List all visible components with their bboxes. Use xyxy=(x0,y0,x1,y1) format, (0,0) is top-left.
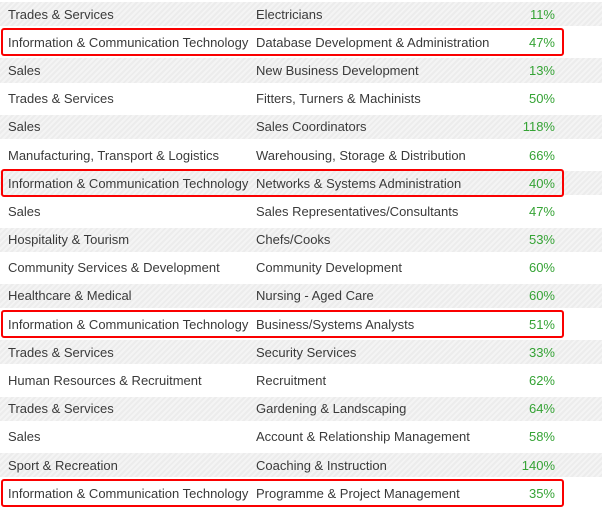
table-row: Sales Sales Representatives/Consultants … xyxy=(0,197,602,226)
table-row: Sales Account & Relationship Management … xyxy=(0,422,602,451)
value-cell: 33% xyxy=(528,344,555,360)
table-row: Sport & Recreation Coaching & Instructio… xyxy=(0,451,602,480)
value-cell: 47% xyxy=(528,34,555,50)
role-cell: Sales Representatives/Consultants xyxy=(256,203,459,219)
value-cell: 35% xyxy=(528,485,555,501)
value-cell: 64% xyxy=(528,401,555,417)
table-row: Trades & Services Electricians 11% xyxy=(0,0,602,29)
table-row: Sales Sales Coordinators 118% xyxy=(0,112,602,141)
table-row: Human Resources & Recruitment Recruitmen… xyxy=(0,366,602,395)
value-cell: 13% xyxy=(528,62,555,78)
role-cell: Gardening & Landscaping xyxy=(256,401,407,417)
category-cell: Sales xyxy=(8,203,41,219)
table-row: Information & Communication Technology N… xyxy=(0,169,602,198)
category-cell: Healthcare & Medical xyxy=(8,288,132,304)
category-cell: Sales xyxy=(8,429,41,445)
table-row: Healthcare & Medical Nursing - Aged Care… xyxy=(0,281,602,311)
role-cell: Security Services xyxy=(256,344,357,360)
role-cell: Networks & Systems Administration xyxy=(256,175,462,191)
value-cell: 140% xyxy=(521,457,555,473)
role-cell: Account & Relationship Management xyxy=(256,429,470,445)
table-row: Sales New Business Development 13% xyxy=(0,56,602,85)
category-cell: Hospitality & Tourism xyxy=(8,232,130,248)
category-cell: Information & Communication Technology xyxy=(8,485,249,501)
category-cell: Sales xyxy=(8,119,41,135)
category-cell: Information & Communication Technology xyxy=(8,175,249,191)
table-row: Trades & Services Fitters, Turners & Mac… xyxy=(0,84,602,113)
category-cell: Information & Communication Technology xyxy=(8,316,249,332)
category-cell: Trades & Services xyxy=(8,6,114,22)
table-row: Manufacturing, Transport & Logistics War… xyxy=(0,140,602,170)
value-cell: 51% xyxy=(528,316,555,332)
value-cell: 58% xyxy=(528,429,555,445)
role-cell: Recruitment xyxy=(256,373,327,389)
table-row: Trades & Services Gardening & Landscapin… xyxy=(0,394,602,423)
table-row: Information & Communication Technology B… xyxy=(0,310,602,339)
category-cell: Information & Communication Technology xyxy=(8,34,249,50)
table-row: Information & Communication Technology D… xyxy=(0,28,602,57)
category-cell: Sales xyxy=(8,62,41,78)
role-cell: New Business Development xyxy=(256,62,419,78)
value-cell: 62% xyxy=(528,373,555,389)
category-cell: Community Services & Development xyxy=(8,260,220,276)
role-cell: Nursing - Aged Care xyxy=(256,288,374,304)
value-cell: 66% xyxy=(528,147,555,163)
role-cell: Fitters, Turners & Machinists xyxy=(256,91,421,107)
value-cell: 40% xyxy=(528,175,555,191)
role-cell: Database Development & Administration xyxy=(256,34,490,50)
table-row: Trades & Services Security Services 33% xyxy=(0,338,602,367)
value-cell: 53% xyxy=(528,232,555,248)
category-cell: Human Resources & Recruitment xyxy=(8,373,202,389)
role-cell: Business/Systems Analysts xyxy=(256,316,415,332)
value-cell: 118% xyxy=(522,119,555,135)
value-cell: 11% xyxy=(529,6,555,22)
value-cell: 60% xyxy=(528,288,555,304)
table-row: Hospitality & Tourism Chefs/Cooks 53% xyxy=(0,225,602,254)
value-cell: 60% xyxy=(528,260,555,276)
category-cell: Manufacturing, Transport & Logistics xyxy=(8,147,219,163)
role-cell: Sales Coordinators xyxy=(256,119,367,135)
role-cell: Electricians xyxy=(256,6,323,22)
role-cell: Warehousing, Storage & Distribution xyxy=(256,147,466,163)
category-cell: Trades & Services xyxy=(8,401,114,417)
value-cell: 47% xyxy=(528,203,555,219)
table-row: Community Services & Development Communi… xyxy=(0,253,602,282)
category-cell: Sport & Recreation xyxy=(8,457,118,473)
role-cell: Coaching & Instruction xyxy=(256,457,387,473)
category-cell: Trades & Services xyxy=(8,344,114,360)
role-cell: Community Development xyxy=(256,260,402,276)
role-cell: Programme & Project Management xyxy=(256,485,460,501)
role-cell: Chefs/Cooks xyxy=(256,232,331,248)
table-row: Information & Communication Technology P… xyxy=(0,479,602,508)
value-cell: 50% xyxy=(528,91,555,107)
category-cell: Trades & Services xyxy=(8,91,114,107)
